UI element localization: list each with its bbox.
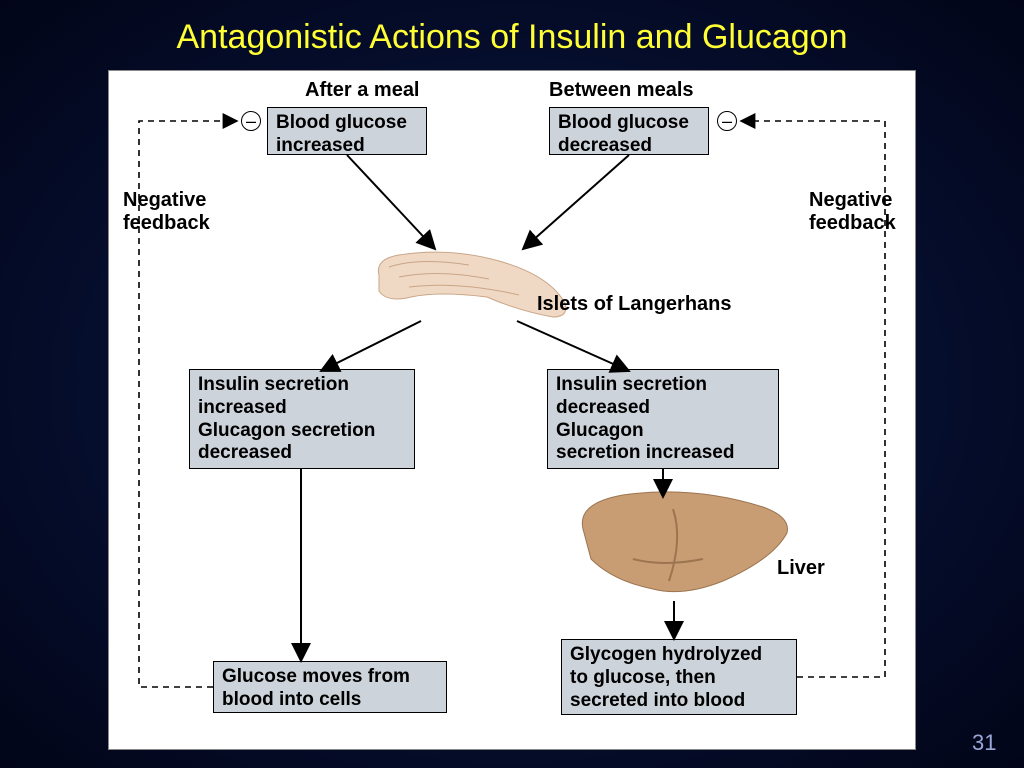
diagram-panel: After a meal Between meals Blood glucose… (108, 70, 916, 750)
slide-title: Antagonistic Actions of Insulin and Gluc… (0, 0, 1024, 57)
blood-glucose-increased-box: Blood glucoseincreased (267, 107, 427, 155)
negative-feedback-right-label: Negativefeedback (809, 189, 896, 235)
glycogen-box: Glycogen hydrolyzedto glucose, thensecre… (561, 639, 797, 715)
liver-label: Liver (777, 557, 825, 580)
right-secretion-box: Insulin secretiondecreasedGlucagonsecret… (547, 369, 779, 469)
blood-glucose-decreased-box: Blood glucosedecreased (549, 107, 709, 155)
liver-icon (573, 489, 793, 599)
page-number: 31 (972, 730, 996, 756)
islets-label: Islets of Langerhans (537, 293, 732, 316)
between-meals-label: Between meals (549, 79, 694, 102)
negative-feedback-left-label: Negativefeedback (123, 189, 210, 235)
glucose-moves-box: Glucose moves fromblood into cells (213, 661, 447, 713)
minus-right-icon: – (717, 111, 737, 131)
after-meal-label: After a meal (305, 79, 420, 102)
left-secretion-box: Insulin secretionincreasedGlucagon secre… (189, 369, 415, 469)
minus-left-icon: – (241, 111, 261, 131)
